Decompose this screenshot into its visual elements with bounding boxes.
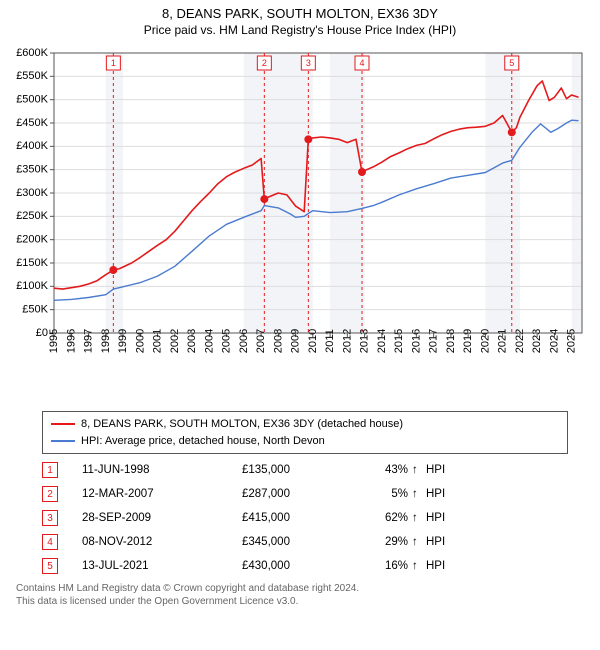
svg-text:2022: 2022 xyxy=(514,329,526,353)
sale-pct-diff: 16% xyxy=(352,560,412,572)
legend-label-hpi: HPI: Average price, detached house, Nort… xyxy=(81,433,325,450)
svg-text:2003: 2003 xyxy=(186,329,198,353)
svg-text:£250K: £250K xyxy=(16,210,48,222)
svg-text:2010: 2010 xyxy=(307,329,319,353)
sale-hpi-label: HPI xyxy=(426,464,445,476)
svg-text:1997: 1997 xyxy=(83,329,95,353)
svg-text:2024: 2024 xyxy=(548,329,560,353)
svg-text:£350K: £350K xyxy=(16,164,48,176)
sale-price: £345,000 xyxy=(242,536,352,548)
sale-hpi-label: HPI xyxy=(426,512,445,524)
chart-title: 8, DEANS PARK, SOUTH MOLTON, EX36 3DY xyxy=(6,6,594,21)
svg-text:2017: 2017 xyxy=(428,329,440,353)
line-chart-svg: £0 £50K £100K £150K £200K £250K £300K £350K £400… xyxy=(6,43,594,403)
sale-hpi-label: HPI xyxy=(426,488,445,500)
arrow-up-icon: ↑ xyxy=(412,536,426,548)
svg-text:2023: 2023 xyxy=(531,329,543,353)
svg-text:£100K: £100K xyxy=(16,280,48,292)
sale-date: 08-NOV-2012 xyxy=(82,536,242,548)
footer-line-2: This data is licensed under the Open Gov… xyxy=(16,595,584,608)
footer-line-1: Contains HM Land Registry data © Crown c… xyxy=(16,582,584,595)
svg-text:2020: 2020 xyxy=(479,329,491,353)
svg-text:£600K: £600K xyxy=(16,47,48,59)
svg-text:£200K: £200K xyxy=(16,234,48,246)
sale-price: £135,000 xyxy=(242,464,352,476)
legend-swatch-property xyxy=(51,423,75,425)
sale-date: 28-SEP-2009 xyxy=(82,512,242,524)
svg-text:2014: 2014 xyxy=(376,329,388,353)
svg-text:£0: £0 xyxy=(36,327,48,339)
legend-row-hpi: HPI: Average price, detached house, Nort… xyxy=(51,433,559,450)
sale-row: 4 08-NOV-2012£345,00029%↑HPI xyxy=(42,530,568,554)
svg-text:1: 1 xyxy=(111,58,116,68)
svg-text:1998: 1998 xyxy=(100,329,112,353)
svg-text:2007: 2007 xyxy=(255,329,267,353)
sales-table: 111-JUN-1998£135,00043%↑HPI212-MAR-2007£… xyxy=(42,458,568,578)
svg-text:2015: 2015 xyxy=(393,329,405,353)
sale-price: £287,000 xyxy=(242,488,352,500)
legend-label-property: 8, DEANS PARK, SOUTH MOLTON, EX36 3DY (d… xyxy=(81,416,403,433)
svg-text:£150K: £150K xyxy=(16,257,48,269)
legend-box: 8, DEANS PARK, SOUTH MOLTON, EX36 3DY (d… xyxy=(42,411,568,454)
svg-text:2000: 2000 xyxy=(134,329,146,353)
sale-pct-diff: 5% xyxy=(352,488,412,500)
sale-marker-number: 1 xyxy=(42,462,58,478)
sale-marker-number: 4 xyxy=(42,534,58,550)
svg-text:2013: 2013 xyxy=(359,329,371,353)
arrow-up-icon: ↑ xyxy=(412,488,426,500)
svg-text:2006: 2006 xyxy=(238,329,250,353)
legend-swatch-hpi xyxy=(51,440,75,442)
svg-text:2008: 2008 xyxy=(272,329,284,353)
sale-pct-diff: 43% xyxy=(352,464,412,476)
svg-text:2021: 2021 xyxy=(497,329,509,353)
sale-hpi-label: HPI xyxy=(426,536,445,548)
svg-text:2012: 2012 xyxy=(341,329,353,353)
sale-price: £430,000 xyxy=(242,560,352,572)
arrow-up-icon: ↑ xyxy=(412,464,426,476)
legend-row-property: 8, DEANS PARK, SOUTH MOLTON, EX36 3DY (d… xyxy=(51,416,559,433)
sale-row: 5 13-JUL-2021£430,00016%↑HPI xyxy=(42,554,568,578)
sale-date: 13-JUL-2021 xyxy=(82,560,242,572)
arrow-up-icon: ↑ xyxy=(412,512,426,524)
footer-attribution: Contains HM Land Registry data © Crown c… xyxy=(16,582,584,608)
arrow-up-icon: ↑ xyxy=(412,560,426,572)
svg-text:£550K: £550K xyxy=(16,70,48,82)
svg-text:4: 4 xyxy=(359,58,364,68)
sale-hpi-label: HPI xyxy=(426,560,445,572)
svg-text:2025: 2025 xyxy=(566,329,578,353)
svg-text:£50K: £50K xyxy=(22,304,48,316)
sale-marker-number: 5 xyxy=(42,558,58,574)
svg-text:3: 3 xyxy=(306,58,311,68)
svg-text:2016: 2016 xyxy=(410,329,422,353)
svg-text:2: 2 xyxy=(262,58,267,68)
chart-subtitle: Price paid vs. HM Land Registry's House … xyxy=(6,23,594,37)
svg-text:2004: 2004 xyxy=(203,329,215,353)
chart-container: 8, DEANS PARK, SOUTH MOLTON, EX36 3DY Pr… xyxy=(0,0,600,650)
sale-date: 12-MAR-2007 xyxy=(82,488,242,500)
svg-text:2019: 2019 xyxy=(462,329,474,353)
svg-text:£500K: £500K xyxy=(16,94,48,106)
sale-date: 11-JUN-1998 xyxy=(82,464,242,476)
svg-text:£300K: £300K xyxy=(16,187,48,199)
sale-row: 3 28-SEP-2009£415,00062%↑HPI xyxy=(42,506,568,530)
sale-pct-diff: 29% xyxy=(352,536,412,548)
svg-text:2002: 2002 xyxy=(169,329,181,353)
svg-text:2005: 2005 xyxy=(221,329,233,353)
sale-row: 1 11-JUN-1998£135,00043%↑HPI xyxy=(42,458,568,482)
svg-text:1999: 1999 xyxy=(117,329,129,353)
sale-marker-number: 3 xyxy=(42,510,58,526)
svg-text:2001: 2001 xyxy=(152,329,164,353)
svg-text:£450K: £450K xyxy=(16,117,48,129)
svg-text:2018: 2018 xyxy=(445,329,457,353)
sale-marker-number: 2 xyxy=(42,486,58,502)
sale-row: 2 12-MAR-2007£287,0005%↑HPI xyxy=(42,482,568,506)
sale-price: £415,000 xyxy=(242,512,352,524)
svg-text:£400K: £400K xyxy=(16,140,48,152)
chart-plot-area: £0 £50K £100K £150K £200K £250K £300K £350K £400… xyxy=(6,43,594,403)
svg-text:1996: 1996 xyxy=(65,329,77,353)
svg-text:2009: 2009 xyxy=(290,329,302,353)
sale-pct-diff: 62% xyxy=(352,512,412,524)
svg-text:5: 5 xyxy=(509,58,514,68)
